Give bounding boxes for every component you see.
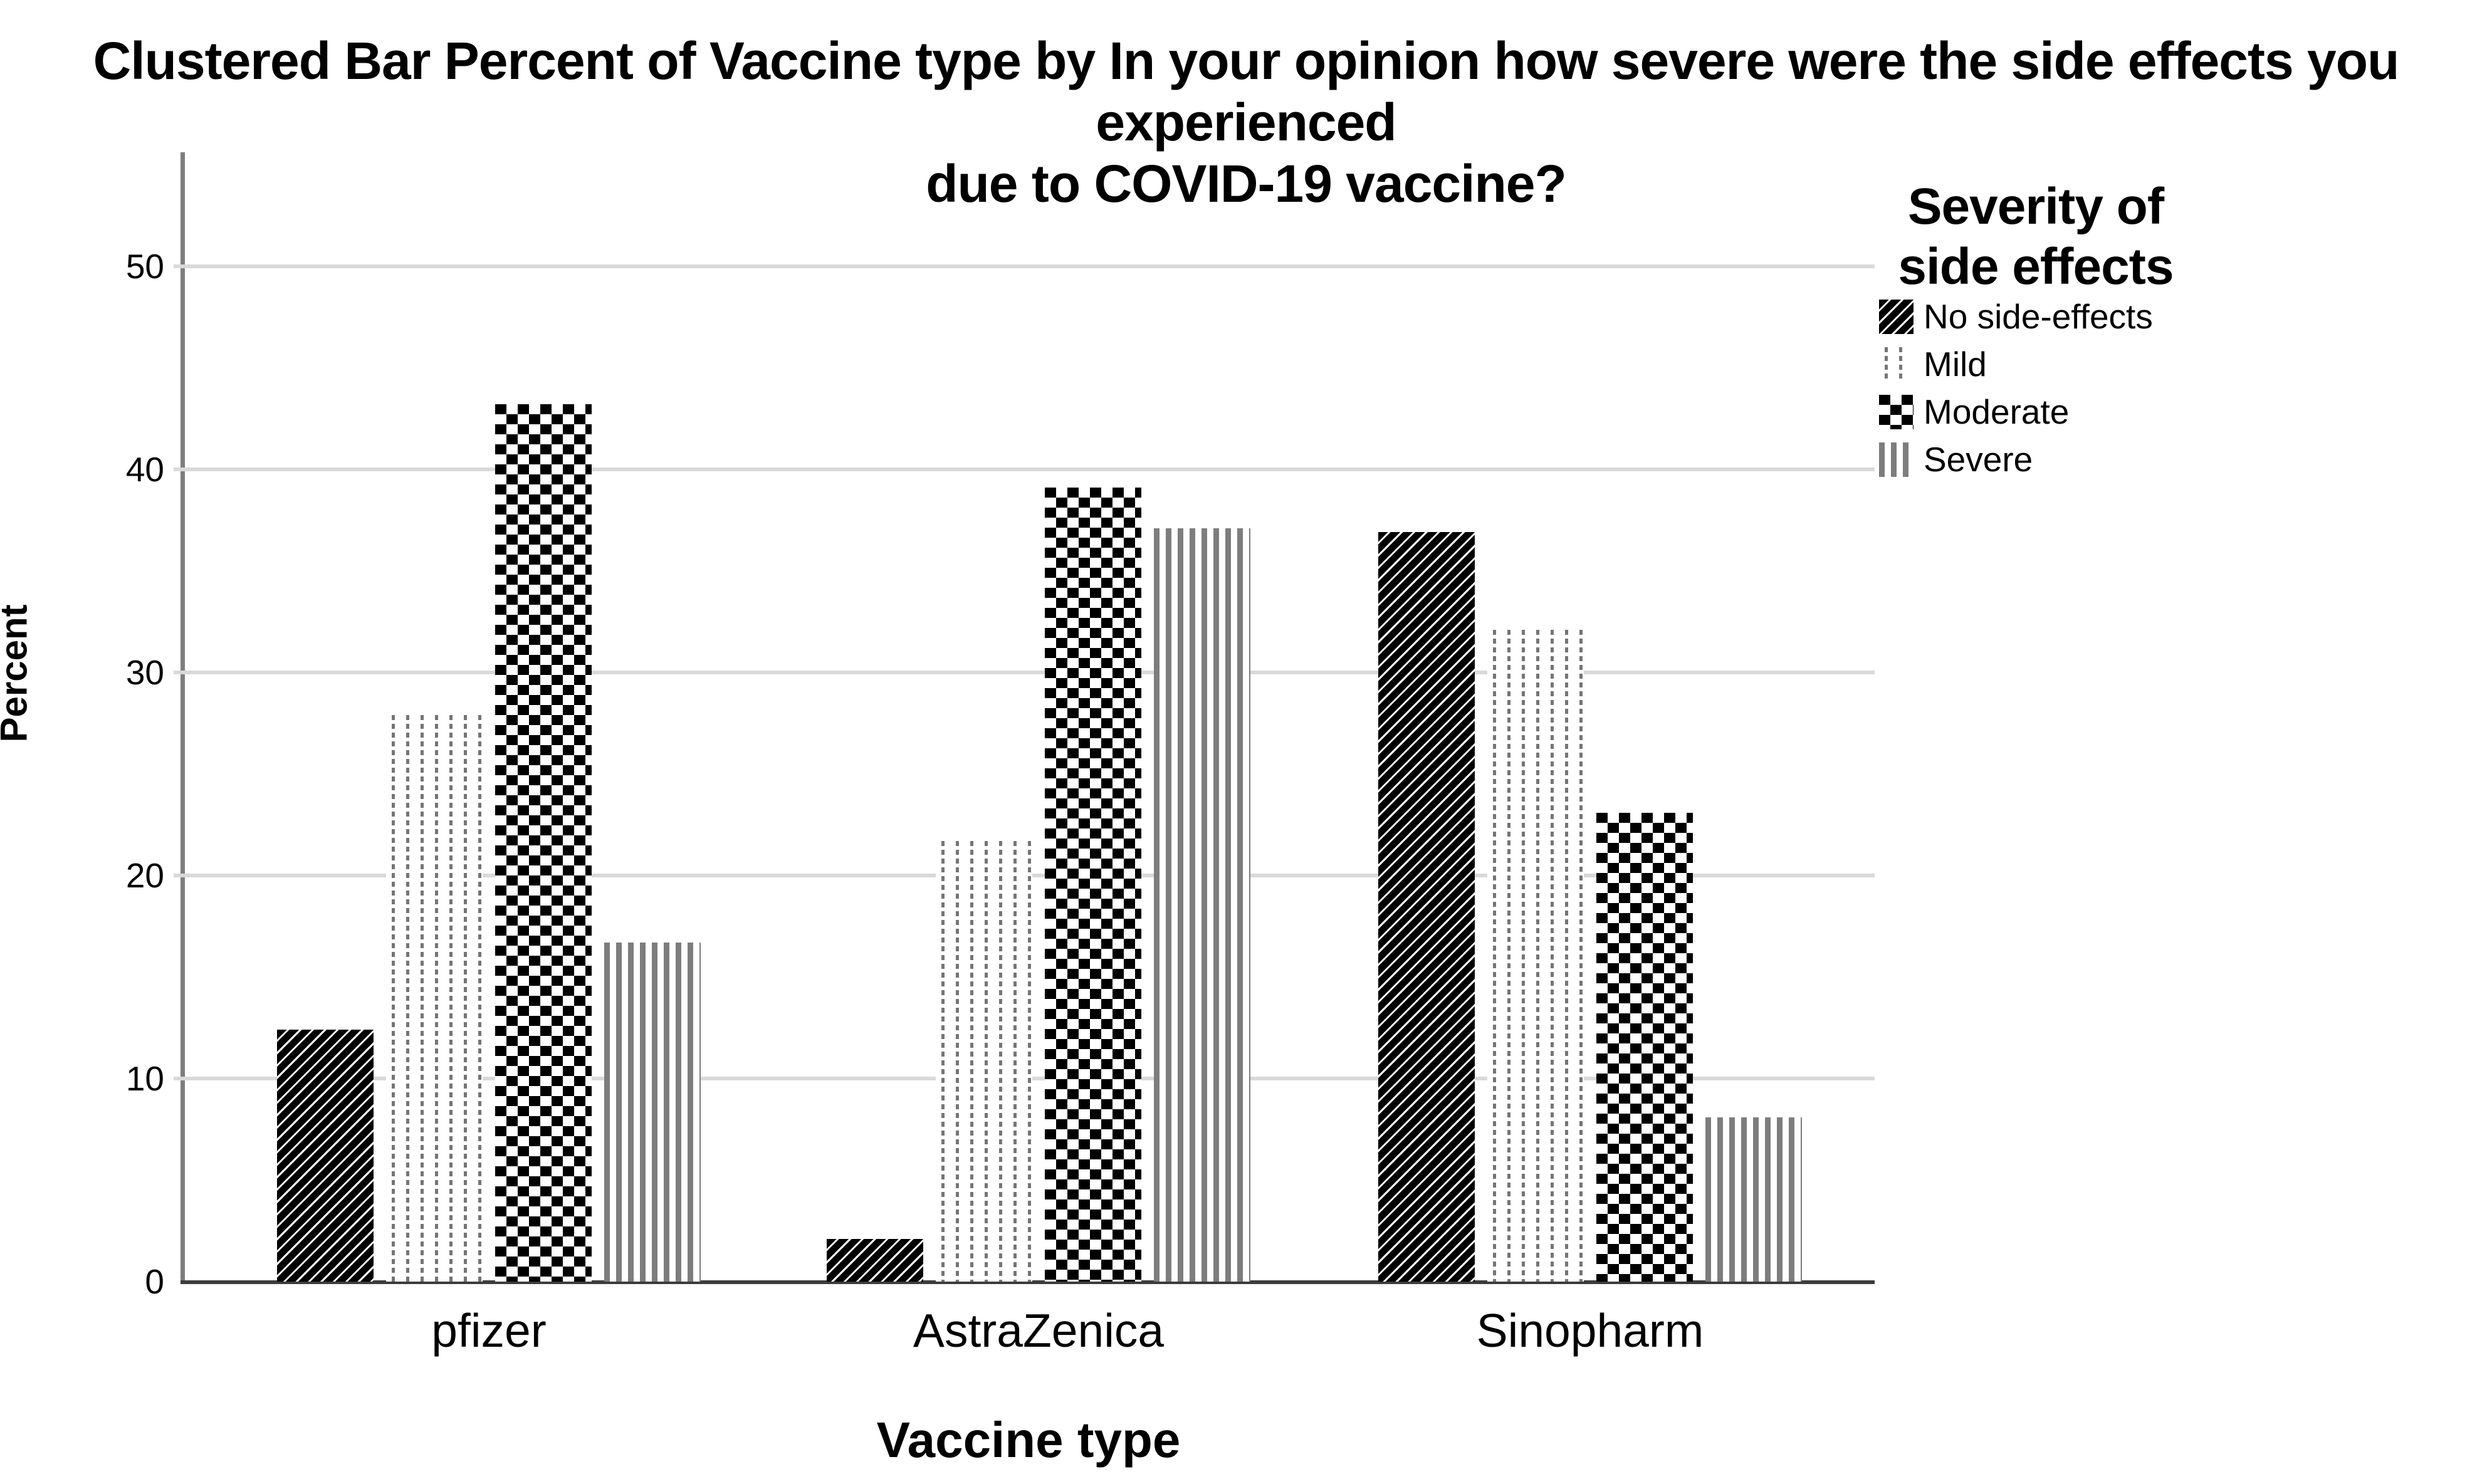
checkerboard-swatch-icon <box>1879 394 1914 429</box>
y-tick-label-10: 10 <box>125 1059 164 1098</box>
gridline-30 <box>174 671 1875 674</box>
bar-pfizer-severe <box>604 943 701 1282</box>
legend: Severity of side effects No side-effects… <box>1879 177 2230 479</box>
bar-astrazenica-no-side-effects <box>827 1239 923 1282</box>
y-axis-title: Percent <box>0 604 35 743</box>
x-axis-title: Vaccine type <box>876 1412 1181 1468</box>
bar-sinopharm-moderate <box>1596 813 1693 1282</box>
legend-item-severe: Severe <box>1879 436 2153 483</box>
bar-cluster-astrazenica <box>827 488 1250 1282</box>
chart-title-line2: due to COVID-19 vaccine? <box>926 154 1567 213</box>
gridline-40 <box>174 468 1875 471</box>
bar-astrazenica-mild <box>936 841 1032 1282</box>
legend-item-moderate: Moderate <box>1879 388 2153 436</box>
legend-item-mild: Mild <box>1879 340 2153 388</box>
legend-item-label: Mild <box>1924 345 1987 384</box>
bar-pfizer-mild <box>386 715 483 1282</box>
bar-sinopharm-severe <box>1705 1117 1802 1282</box>
y-tick-label-0: 0 <box>145 1262 164 1301</box>
legend-item-label: Moderate <box>1924 392 2070 431</box>
bar-sinopharm-no-side-effects <box>1378 532 1475 1282</box>
legend-item-list: No side-effects Mild Moderate Severe <box>1879 293 2153 483</box>
bar-astrazenica-severe <box>1154 528 1250 1282</box>
bar-pfizer-no-side-effects <box>277 1030 374 1282</box>
gridline-50 <box>174 264 1875 268</box>
y-tick-label-20: 20 <box>125 856 164 895</box>
legend-title-line2: side effects <box>1898 238 2174 295</box>
x-axis-line <box>181 1280 1875 1284</box>
legend-title-line1: Severity of <box>1907 178 2164 235</box>
y-axis-line <box>181 152 185 1282</box>
legend-title: Severity of side effects <box>1879 177 2192 297</box>
legend-item-label: Severe <box>1924 440 2033 479</box>
bar-cluster-sinopharm <box>1378 532 1802 1282</box>
diagonal-stripes-swatch-icon <box>1879 299 1914 334</box>
bar-pfizer-moderate <box>495 404 592 1282</box>
x-tick-label-pfizer: pfizer <box>431 1304 547 1357</box>
chart-title: Clustered Bar Percent of Vaccine type by… <box>0 30 2492 214</box>
x-tick-label-sinopharm: Sinopharm <box>1476 1304 1704 1357</box>
y-tick-label-50: 50 <box>125 247 164 286</box>
dotted-columns-swatch-icon <box>1879 347 1914 382</box>
y-tick-label-40: 40 <box>125 450 164 489</box>
vertical-stripes-swatch-icon <box>1879 442 1914 477</box>
chart-title-line1: Clustered Bar Percent of Vaccine type by… <box>93 31 2400 152</box>
y-tick-label-30: 30 <box>125 653 164 692</box>
plot-area <box>174 152 1875 1282</box>
legend-item-no-side-effects: No side-effects <box>1879 293 2153 340</box>
legend-item-label: No side-effects <box>1924 297 2153 336</box>
x-tick-label-astrazenica: AstraZenica <box>913 1304 1165 1357</box>
bar-cluster-pfizer <box>277 404 701 1282</box>
bar-sinopharm-mild <box>1487 630 1584 1282</box>
bar-astrazenica-moderate <box>1045 488 1141 1282</box>
